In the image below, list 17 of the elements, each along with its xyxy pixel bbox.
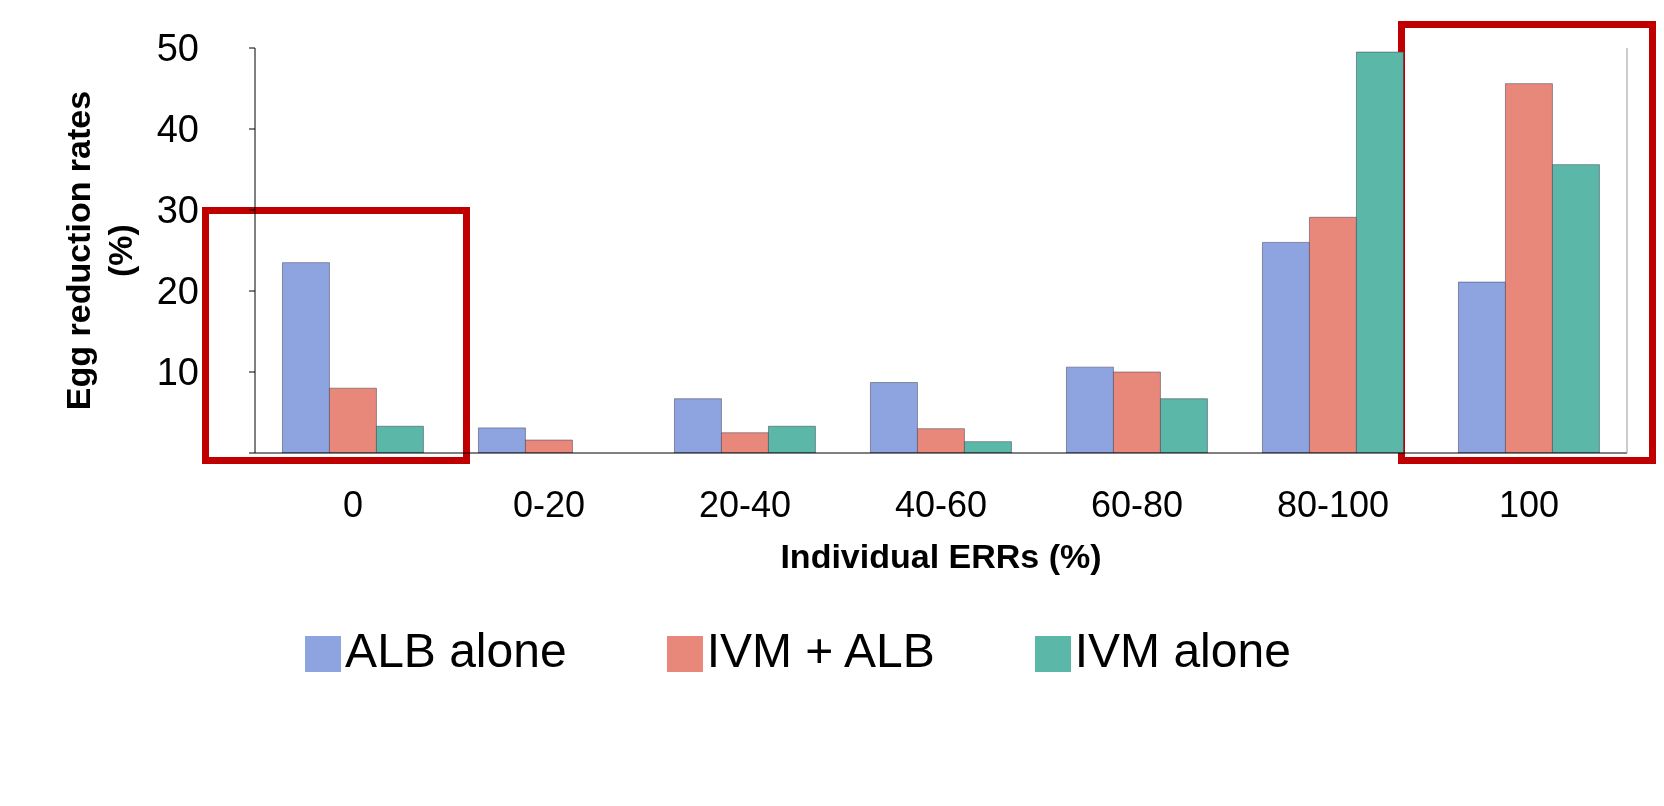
y-axis-title: Egg reduction rates (%) bbox=[59, 90, 139, 411]
x-tick-label: 0-20 bbox=[512, 483, 586, 525]
x-tick-label: 40-60 bbox=[894, 483, 988, 525]
x-tick-label: 80-100 bbox=[1276, 483, 1390, 525]
y-tick-label: 20 bbox=[156, 270, 199, 313]
y-tick-label: 10 bbox=[156, 351, 199, 394]
legend-label: IVM alone bbox=[1074, 624, 1291, 677]
legend-label: ALB alone bbox=[345, 624, 567, 677]
x-tick-label: 100 bbox=[1498, 483, 1560, 525]
y-tick-label: 40 bbox=[156, 108, 199, 151]
x-tick-label: 0 bbox=[342, 483, 364, 525]
y-tick-label: 30 bbox=[156, 189, 199, 232]
legend-label: IVM + ALB bbox=[706, 624, 935, 677]
x-tick-label: 60-80 bbox=[1090, 483, 1184, 525]
x-axis-title: Individual ERRs (%) bbox=[780, 537, 1102, 575]
y-tick-label: 50 bbox=[156, 27, 199, 70]
x-tick-label: 20-40 bbox=[698, 483, 792, 525]
